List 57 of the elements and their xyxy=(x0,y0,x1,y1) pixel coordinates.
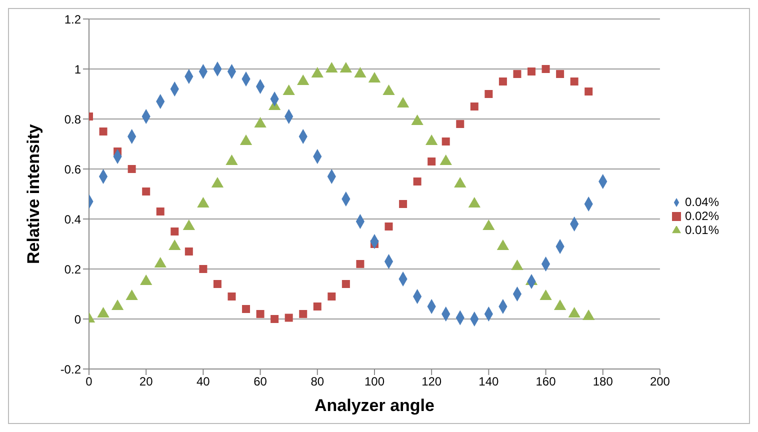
point xyxy=(270,315,279,323)
point xyxy=(99,128,108,136)
point xyxy=(528,68,536,76)
point xyxy=(570,78,578,86)
x-tick-label: 120 xyxy=(422,374,442,389)
point xyxy=(542,65,550,73)
point xyxy=(484,90,493,98)
point xyxy=(313,302,322,310)
x-axis-title: Analyzer angle xyxy=(314,396,434,415)
y-tick-label: -0.2 xyxy=(60,362,82,376)
x-tick-label: 20 xyxy=(139,374,154,389)
x-tick-label: 80 xyxy=(310,374,324,389)
legend-label: 0.04% xyxy=(684,195,719,209)
point xyxy=(356,260,364,268)
x-tick-label: 60 xyxy=(254,374,268,389)
x-tick-label: 140 xyxy=(478,374,500,389)
point xyxy=(399,200,408,208)
point xyxy=(470,102,478,110)
x-tick-label: 40 xyxy=(196,374,210,389)
y-tick-label: 0 xyxy=(74,312,82,326)
y-tick-label: 0.2 xyxy=(64,262,82,276)
point xyxy=(428,158,436,166)
point xyxy=(228,292,236,300)
y-tick-label: 1.2 xyxy=(64,12,82,26)
point xyxy=(213,280,222,288)
point xyxy=(513,70,522,78)
x-tick-label: 0 xyxy=(86,374,93,389)
point xyxy=(128,165,136,173)
y-tick-label: 1 xyxy=(74,62,82,76)
y-axis-title: Relative intensity xyxy=(24,124,44,264)
point xyxy=(498,78,507,86)
point xyxy=(142,188,150,196)
point xyxy=(199,265,208,273)
point xyxy=(413,178,422,186)
point xyxy=(284,314,293,322)
point xyxy=(170,228,179,236)
point xyxy=(342,280,350,288)
point xyxy=(299,310,308,318)
legend-label: 0.01% xyxy=(684,223,719,237)
x-tick-label: 160 xyxy=(536,374,556,389)
x-tick-label: 100 xyxy=(364,374,385,389)
x-tick-label: 180 xyxy=(592,374,614,389)
y-tick-label: 0.8 xyxy=(64,112,82,126)
point xyxy=(556,70,564,78)
y-tick-label: 0.4 xyxy=(64,212,82,226)
legend-label: 0.02% xyxy=(684,209,719,223)
point xyxy=(184,248,193,256)
point xyxy=(456,120,464,128)
point xyxy=(156,208,164,216)
point xyxy=(256,310,264,318)
point xyxy=(584,88,593,96)
point xyxy=(384,222,393,230)
point xyxy=(328,292,336,300)
y-tick-label: 0.6 xyxy=(64,162,82,176)
x-tick-label: 200 xyxy=(650,374,670,389)
point xyxy=(242,305,250,313)
point xyxy=(442,138,450,146)
